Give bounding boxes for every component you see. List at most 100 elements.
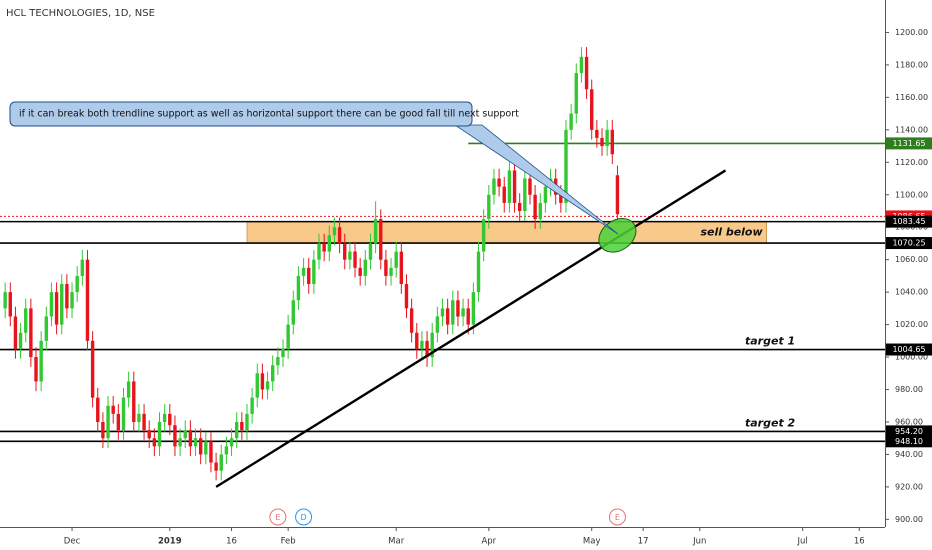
candle-body xyxy=(219,454,223,471)
candle-body xyxy=(615,175,620,215)
candle-body xyxy=(605,129,609,147)
candle-body xyxy=(198,438,203,455)
candle-body xyxy=(286,324,290,349)
candle-body xyxy=(276,357,280,366)
y-tick-label: 1200.00 xyxy=(895,28,928,37)
zone-label: sell below xyxy=(700,225,763,238)
chart-title: HCL TECHNOLOGIES, 1D, NSE xyxy=(6,8,155,19)
x-tick-label: 16 xyxy=(854,537,865,547)
event-marker xyxy=(269,508,287,526)
y-tick-label: 1060.00 xyxy=(895,255,928,264)
y-tick-label: 1140.00 xyxy=(895,125,928,134)
candle-body xyxy=(394,251,398,268)
candle-body xyxy=(271,365,275,382)
price-tag xyxy=(886,237,932,250)
candle-body xyxy=(461,308,465,317)
trendline xyxy=(215,169,727,488)
y-tick-label: 920.00 xyxy=(895,482,923,491)
candle-body xyxy=(168,413,172,426)
candle-body xyxy=(265,381,270,390)
candle-body xyxy=(528,178,532,195)
event-label: E xyxy=(615,513,620,522)
candle-body xyxy=(214,462,218,471)
candle-body xyxy=(147,430,151,439)
y-tick-label: 1100.00 xyxy=(895,190,928,199)
candle-body xyxy=(54,292,59,325)
candle-body xyxy=(173,425,177,447)
y-tick-label: 1020.00 xyxy=(895,320,928,329)
candle-body xyxy=(65,284,69,309)
candle-body xyxy=(116,413,121,431)
price-tag-label: 1004.65 xyxy=(892,345,925,354)
candle-body xyxy=(502,186,506,203)
candle-body xyxy=(497,178,501,187)
candle-body xyxy=(533,194,537,220)
candle-body xyxy=(317,243,321,260)
candle-body xyxy=(332,227,337,236)
x-tick-label: Jun xyxy=(692,537,706,547)
candle-body xyxy=(399,251,404,285)
candle-body xyxy=(240,421,244,431)
candle-body xyxy=(224,446,229,455)
candle-body xyxy=(543,186,548,203)
candle-body xyxy=(96,397,100,422)
y-tick-label: 1040.00 xyxy=(895,288,928,297)
x-tick-label: Dec xyxy=(64,537,81,547)
y-tick-label: 1160.00 xyxy=(895,93,928,102)
y-tick-label: 980.00 xyxy=(895,385,923,394)
candle-body xyxy=(404,284,409,309)
support-zone xyxy=(246,221,767,244)
candle-body xyxy=(204,441,208,455)
candle-body xyxy=(451,300,455,325)
candle-body xyxy=(245,413,249,431)
candle-body xyxy=(255,373,259,398)
candle-body xyxy=(60,284,64,325)
candle-body xyxy=(111,405,115,414)
candle-body xyxy=(327,235,332,252)
candle-body xyxy=(574,73,578,114)
candle-body xyxy=(291,300,295,325)
price-tag xyxy=(886,343,932,356)
candle-body xyxy=(229,438,234,447)
candle-body xyxy=(260,373,265,390)
candle-body xyxy=(281,348,285,358)
candle-body xyxy=(75,275,79,293)
candle-body xyxy=(363,259,368,276)
candle-body xyxy=(343,243,347,260)
candle-body xyxy=(440,308,445,317)
level-label: target 1 xyxy=(745,335,795,348)
candle-body xyxy=(368,243,373,260)
candle-body xyxy=(39,340,43,382)
price-tag-label: 1070.25 xyxy=(892,239,925,248)
price-tag-label: 1083.45 xyxy=(892,217,925,226)
price-tag xyxy=(886,435,932,448)
candle-body xyxy=(44,316,49,341)
candle-body xyxy=(178,438,182,447)
candle-body xyxy=(24,308,28,333)
candle-body xyxy=(466,308,470,325)
price-tag xyxy=(886,425,932,438)
x-tick-label: Jul xyxy=(797,537,808,547)
candle-body xyxy=(456,300,460,317)
candle-body xyxy=(137,413,141,422)
candle-body xyxy=(132,381,136,422)
candle-body xyxy=(430,332,434,358)
candle-body xyxy=(584,56,589,90)
candle-body xyxy=(445,308,450,325)
candle-body xyxy=(358,267,362,276)
event-label: D xyxy=(300,513,306,522)
candle-body xyxy=(373,219,378,244)
candle-body xyxy=(523,178,527,211)
candle-body xyxy=(301,267,306,276)
candle-body xyxy=(162,413,167,422)
x-tick-label: 17 xyxy=(638,537,649,547)
y-tick-label: 1180.00 xyxy=(895,60,928,69)
event-marker xyxy=(295,508,313,526)
candle-body xyxy=(420,340,424,349)
x-tick-label: 2019 xyxy=(158,537,182,547)
x-tick-label: Feb xyxy=(281,537,296,547)
candle-body xyxy=(3,292,7,309)
x-tick-label: Mar xyxy=(388,537,405,547)
